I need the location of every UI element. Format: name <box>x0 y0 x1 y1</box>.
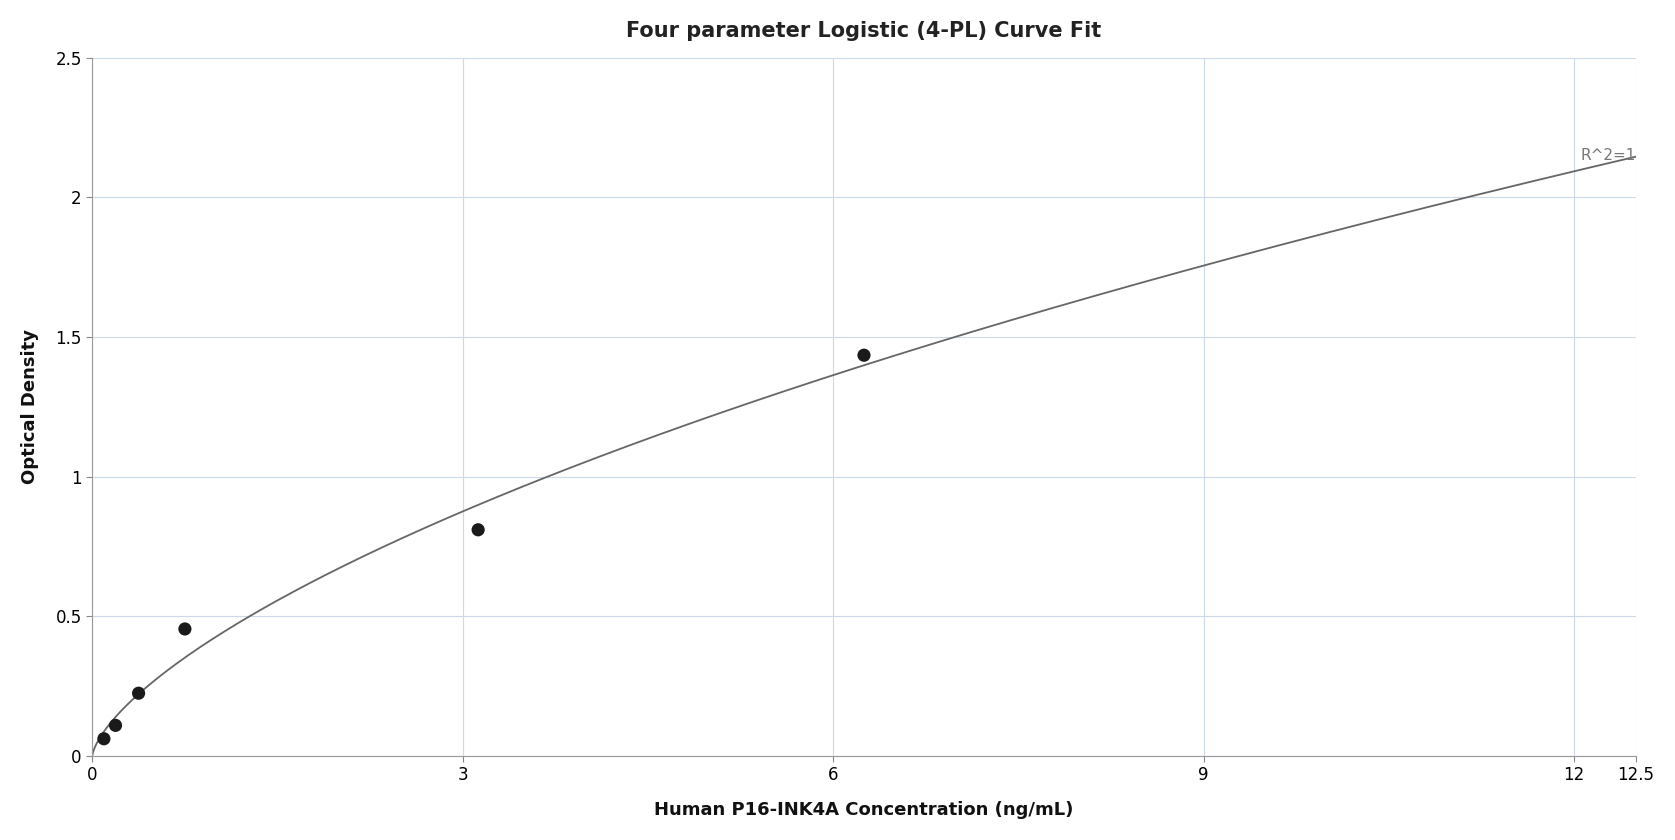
Y-axis label: Optical Density: Optical Density <box>20 329 39 485</box>
Point <box>126 686 152 700</box>
Text: R^2=1: R^2=1 <box>1580 148 1635 163</box>
Point <box>90 732 117 745</box>
Point <box>464 523 491 537</box>
X-axis label: Human P16-INK4A Concentration (ng/mL): Human P16-INK4A Concentration (ng/mL) <box>655 801 1074 819</box>
Point <box>171 622 198 636</box>
Title: Four parameter Logistic (4-PL) Curve Fit: Four parameter Logistic (4-PL) Curve Fit <box>626 21 1102 41</box>
Point <box>851 349 878 362</box>
Point <box>102 719 129 732</box>
